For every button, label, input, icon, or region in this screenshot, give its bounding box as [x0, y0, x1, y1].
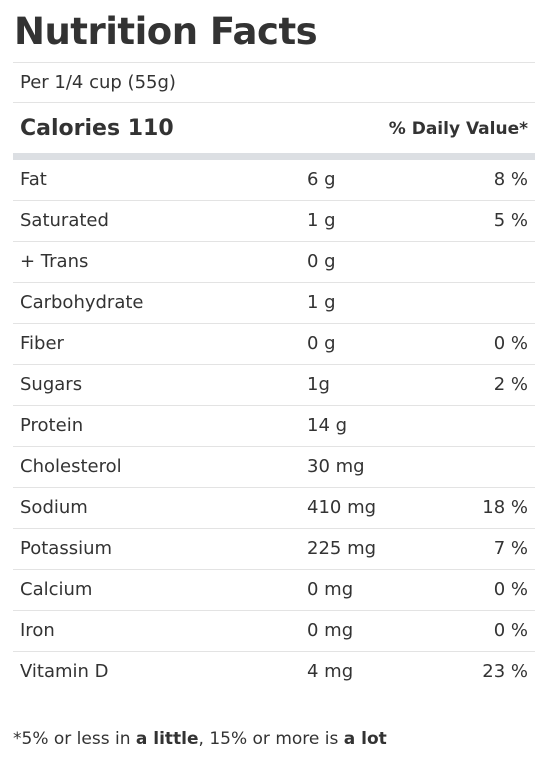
- nutrient-amount: 410 mg: [307, 497, 377, 518]
- nutrient-amount: 225 mg: [307, 538, 377, 559]
- nutrient-amount: 1g: [307, 374, 330, 395]
- nutrient-daily-value: 2 %: [493, 374, 528, 395]
- nutrient-daily-value: 7 %: [493, 538, 528, 559]
- nutrient-name: Sugars: [20, 374, 83, 395]
- nutrient-amount: 0 mg: [307, 579, 354, 600]
- nutrient-name: + Trans: [20, 251, 89, 272]
- serving-size-row: Per 1/4 cup (55g): [13, 62, 535, 103]
- nutrient-daily-value: 0 %: [493, 333, 528, 354]
- nutrient-name: Vitamin D: [20, 661, 109, 682]
- nutrient-name: Saturated: [20, 210, 109, 231]
- nutrient-daily-value: 0 %: [493, 579, 528, 600]
- nutrient-row: Saturated 1 g 5 %: [13, 201, 535, 242]
- nutrient-amount: 30 mg: [307, 456, 365, 477]
- nutrient-row: Cholesterol 30 mg: [13, 447, 535, 488]
- nutrient-amount: 14 g: [307, 415, 348, 436]
- footnote-text-1: *5% or less in: [13, 729, 136, 749]
- page-title: Nutrition Facts: [14, 10, 318, 53]
- calories-row: Calories 110 % Daily Value*: [13, 103, 535, 153]
- nutrient-row: Fat 6 g 8 %: [13, 160, 535, 201]
- nutrient-amount: 4 mg: [307, 661, 354, 682]
- nutrient-name: Carbohydrate: [20, 292, 144, 313]
- nutrient-amount: 6 g: [307, 169, 336, 190]
- nutrient-name: Fiber: [20, 333, 64, 354]
- nutrient-amount: 1 g: [307, 210, 336, 231]
- nutrient-name: Cholesterol: [20, 456, 122, 477]
- calories-label: Calories 110: [20, 116, 174, 141]
- nutrient-name: Sodium: [20, 497, 88, 518]
- nutrient-daily-value: 18 %: [482, 497, 528, 518]
- nutrient-name: Protein: [20, 415, 84, 436]
- nutrient-daily-value: 0 %: [493, 620, 528, 641]
- nutrient-row: Iron 0 mg 0 %: [13, 611, 535, 652]
- daily-value-footnote: *5% or less in a little, 15% or more is …: [13, 728, 387, 750]
- footnote-text-2: , 15% or more is: [198, 729, 344, 749]
- nutrient-daily-value: 8 %: [493, 169, 528, 190]
- nutrient-table: Fat 6 g 8 % Saturated 1 g 5 % + Trans 0 …: [13, 160, 535, 693]
- nutrient-row: Carbohydrate 1 g: [13, 283, 535, 324]
- footnote-emphasis-1: a little: [135, 729, 199, 749]
- nutrient-row: Potassium 225 mg 7 %: [13, 529, 535, 570]
- serving-size: Per 1/4 cup (55g): [20, 72, 176, 93]
- nutrient-name: Potassium: [20, 538, 113, 559]
- nutrient-daily-value: 23 %: [482, 661, 528, 682]
- nutrient-row: Protein 14 g: [13, 406, 535, 447]
- nutrient-amount: 0 mg: [307, 620, 354, 641]
- nutrient-row: + Trans 0 g: [13, 242, 535, 283]
- nutrient-daily-value: 5 %: [493, 210, 528, 231]
- nutrient-amount: 0 g: [307, 251, 336, 272]
- nutrient-row: Fiber 0 g 0 %: [13, 324, 535, 365]
- nutrient-row: Calcium 0 mg 0 %: [13, 570, 535, 611]
- nutrient-name: Iron: [20, 620, 55, 641]
- section-divider: [13, 153, 535, 160]
- nutrient-name: Calcium: [20, 579, 93, 600]
- nutrient-row: Vitamin D 4 mg 23 %: [13, 652, 535, 693]
- nutrient-amount: 0 g: [307, 333, 336, 354]
- footnote-emphasis-2: a lot: [343, 729, 387, 749]
- nutrient-row: Sodium 410 mg 18 %: [13, 488, 535, 529]
- nutrient-row: Sugars 1g 2 %: [13, 365, 535, 406]
- nutrient-amount: 1 g: [307, 292, 336, 313]
- nutrient-name: Fat: [20, 169, 47, 190]
- daily-value-header: % Daily Value*: [388, 119, 528, 139]
